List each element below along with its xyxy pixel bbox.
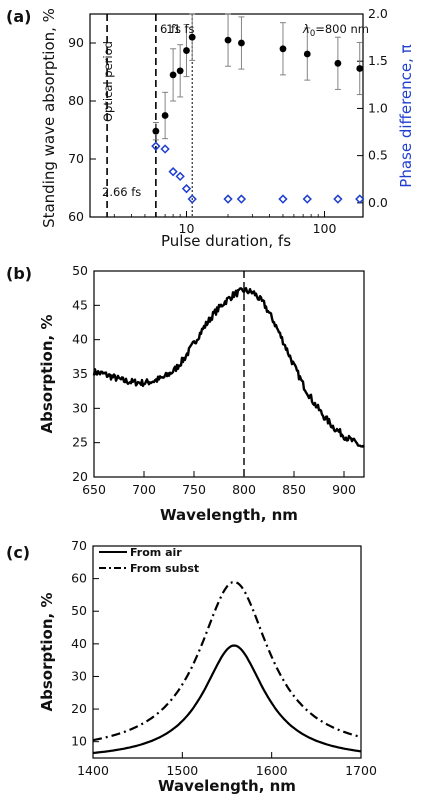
data-point-absorption (161, 112, 169, 119)
data-point-phase (168, 167, 178, 177)
data-point-absorption (334, 59, 342, 67)
lambda-annotation: λ0=800 nm (302, 22, 369, 39)
data-point-phase (151, 141, 161, 151)
legend-label-subst: From subst (130, 562, 199, 575)
annot-optical-period: Optical period (101, 41, 115, 122)
data-point-absorption (224, 36, 232, 44)
y-tick-label: 40 (71, 636, 87, 651)
panel-b-ticks: 650 700 750 800 850 900 20 25 30 35 40 45 50 (72, 263, 356, 497)
y-tick-label: 20 (72, 469, 88, 484)
panel-a-series-absorption (152, 33, 364, 135)
y-tick-label: 35 (72, 366, 88, 381)
data-point-phase (278, 194, 288, 204)
absorption-spectrum-line (92, 287, 365, 448)
data-point-phase (355, 194, 365, 204)
panel-c-label: (c) (6, 543, 30, 562)
x-tick-label: 750 (182, 482, 206, 497)
panel-c: (c) 1400 1500 1600 1700 10 20 30 40 50 60 70 From … (6, 538, 377, 795)
y-tick-label: 60 (71, 571, 87, 586)
x-tick-label: 800 (232, 482, 256, 497)
panel-b-label: (b) (6, 264, 32, 283)
panel-a-ylabel: Standing wave absorption, % (40, 8, 58, 228)
data-point-absorption (238, 39, 245, 47)
panel-b-plot-frame (93, 270, 365, 478)
x-tick-label: 850 (282, 482, 306, 497)
panel-b: (b) 650 700 750 800 850 900 20 25 30 35 40 45 50 Wav… (6, 263, 365, 524)
y-tick-label: 25 (72, 435, 88, 450)
y2-tick-label: 1.0 (368, 100, 388, 115)
data-point-phase (187, 194, 197, 204)
data-point-absorption (169, 71, 177, 79)
legend-label-air: From air (130, 546, 182, 559)
x-tick-label: 10 (179, 221, 195, 236)
x-tick-label: 1600 (256, 763, 288, 778)
x-tick-label: 650 (82, 482, 106, 497)
y-tick-label: 80 (68, 93, 84, 108)
data-point-absorption (176, 67, 184, 75)
x-tick-label: 900 (332, 482, 356, 497)
panel-b-xlabel: Wavelength, nm (160, 506, 298, 524)
data-point-absorption (356, 65, 364, 72)
y2-tick-label: 2.0 (368, 6, 388, 21)
data-point-absorption (279, 45, 287, 53)
panel-a-label: (a) (6, 7, 31, 26)
y-tick-label: 10 (71, 734, 87, 749)
y-tick-label: 60 (68, 209, 84, 224)
panel-c-ticks: 1400 1500 1600 1700 10 20 30 40 50 60 70 (71, 538, 377, 778)
y-tick-label: 50 (72, 263, 88, 278)
panel-a-series-phase (151, 141, 365, 204)
panel-c-xlabel: Wavelength, nm (158, 777, 296, 795)
panel-b-series (92, 287, 365, 448)
data-point-phase (223, 194, 233, 204)
x-tick-label: 1500 (166, 763, 198, 778)
data-point-absorption (188, 33, 196, 41)
y-tick-label: 20 (71, 701, 87, 716)
annot-2-66fs: 2.66 fs (102, 185, 141, 199)
data-point-absorption (183, 47, 190, 54)
x-tick-label: 1700 (345, 763, 377, 778)
x-tick-label: 100 (313, 221, 337, 236)
panel-b-ylabel: Absorption, % (38, 315, 56, 434)
panel-a-xlabel: Pulse duration, fs (161, 232, 291, 250)
data-point-absorption (152, 127, 160, 135)
series-from-air-line (92, 644, 362, 755)
y-tick-label: 30 (71, 668, 87, 683)
data-point-phase (302, 194, 312, 204)
data-point-phase (175, 171, 185, 182)
y-tick-label: 30 (72, 400, 88, 415)
y2-tick-label: 0.5 (368, 148, 388, 163)
panel-a-ticks: 10 100 60 70 80 90 0.0 0.5 1.0 1.5 2.0 (68, 6, 388, 236)
y-tick-label: 50 (71, 603, 87, 618)
x-tick-label: 700 (132, 482, 156, 497)
annot-6fs: 6 fs (160, 22, 181, 36)
panel-c-series (92, 580, 362, 755)
panel-c-ylabel: Absorption, % (38, 593, 56, 712)
y2-tick-label: 0.0 (368, 195, 388, 210)
panel-a-y2label: Phase difference, π (397, 44, 415, 187)
y-tick-label: 90 (68, 35, 84, 50)
series-from-subst-line (92, 580, 362, 742)
y-tick-label: 70 (68, 151, 84, 166)
data-point-phase (236, 194, 247, 204)
y-tick-label: 70 (71, 538, 87, 553)
y-tick-label: 45 (72, 297, 88, 312)
y2-tick-label: 1.5 (368, 53, 388, 68)
annot-11fs: 11 fs (166, 22, 194, 36)
panel-a: (a) 10 100 60 70 80 90 0.0 0.5 1.0 1.5 2.0 λ0=800 … (6, 6, 415, 250)
data-point-phase (160, 144, 170, 154)
x-tick-label: 1400 (77, 763, 109, 778)
data-point-phase (333, 194, 343, 204)
panel-c-legend: From air From subst (99, 546, 199, 575)
panel-c-plot-frame (92, 545, 362, 759)
data-point-phase (181, 184, 192, 194)
data-point-absorption (303, 50, 311, 58)
y-tick-label: 40 (72, 332, 88, 347)
